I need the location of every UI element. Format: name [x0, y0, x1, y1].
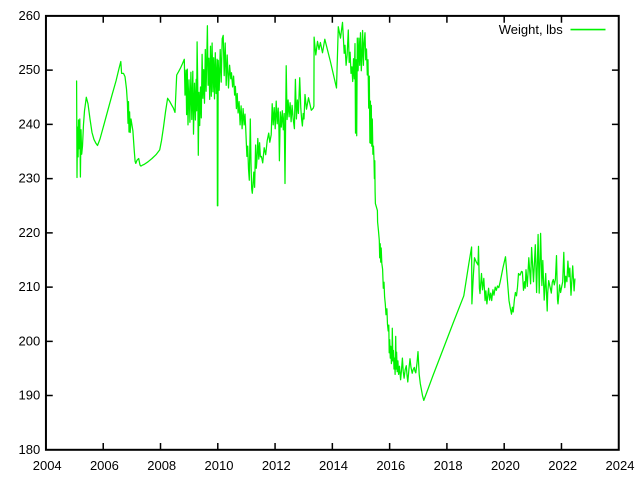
- svg-text:260: 260: [18, 8, 40, 23]
- svg-text:250: 250: [18, 62, 40, 77]
- svg-text:Weight, lbs: Weight, lbs: [499, 22, 564, 37]
- svg-text:200: 200: [18, 333, 40, 348]
- svg-text:240: 240: [18, 116, 40, 131]
- svg-text:2008: 2008: [147, 458, 176, 473]
- svg-text:230: 230: [18, 171, 40, 186]
- svg-text:2022: 2022: [548, 458, 577, 473]
- svg-text:2006: 2006: [90, 458, 119, 473]
- svg-text:2014: 2014: [319, 458, 348, 473]
- svg-text:180: 180: [18, 442, 40, 457]
- svg-text:2018: 2018: [434, 458, 463, 473]
- svg-text:2012: 2012: [262, 458, 291, 473]
- svg-text:2020: 2020: [491, 458, 520, 473]
- svg-text:220: 220: [18, 225, 40, 240]
- svg-text:210: 210: [18, 279, 40, 294]
- svg-text:2010: 2010: [205, 458, 234, 473]
- svg-text:2024: 2024: [606, 458, 635, 473]
- svg-text:190: 190: [18, 388, 40, 403]
- svg-text:2016: 2016: [376, 458, 405, 473]
- svg-text:2004: 2004: [33, 458, 62, 473]
